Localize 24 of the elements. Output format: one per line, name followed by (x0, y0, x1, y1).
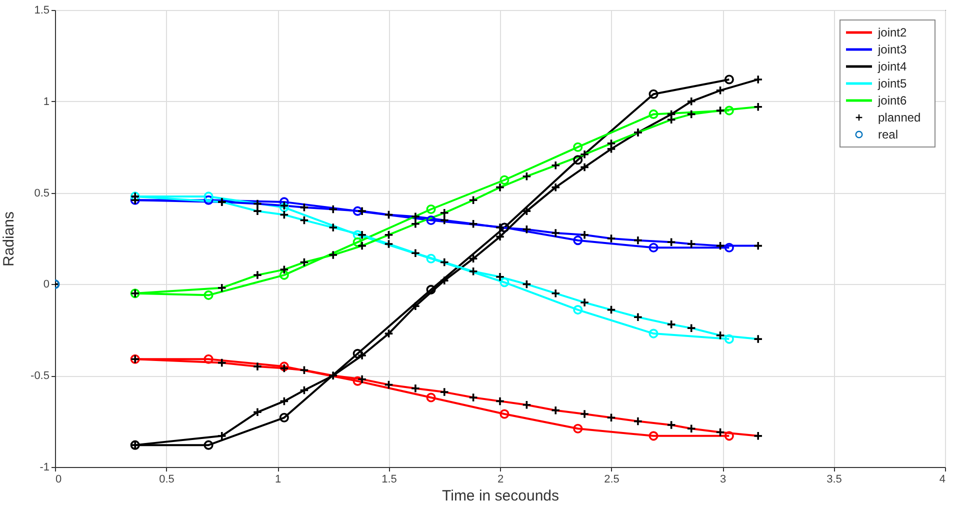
y-tick-label: 1.5 (34, 4, 50, 16)
legend-label: joint5 (877, 76, 908, 90)
x-tick-label: 3 (720, 474, 726, 486)
x-tick-label: 4 (939, 474, 946, 486)
legend-label: planned (878, 110, 921, 124)
x-tick-label: 2 (497, 474, 504, 486)
x-tick-label: 1 (274, 474, 282, 486)
x-axis-title: Time in secounds (442, 488, 559, 504)
x-tick-label: 2.5 (604, 474, 620, 486)
legend-label: joint4 (877, 60, 908, 74)
y-tick-label: -0.5 (30, 370, 50, 382)
legend-label: joint3 (877, 42, 908, 56)
x-tick-label: 0 (56, 474, 62, 486)
y-axis-title: Radians (0, 211, 18, 267)
x-tick-label: 0.5 (159, 474, 174, 486)
x-tick-label: 3.5 (826, 474, 842, 486)
y-tick-label: 0 (43, 278, 50, 291)
x-tick-label: 1.5 (382, 474, 397, 486)
legend-label: joint2 (877, 26, 908, 40)
y-tick-label: 0.5 (34, 187, 50, 200)
y-tick-label: 1 (43, 96, 50, 108)
legend-label: joint6 (877, 94, 908, 108)
legend-label: real (878, 128, 898, 142)
y-tick-label: -1 (40, 462, 50, 474)
